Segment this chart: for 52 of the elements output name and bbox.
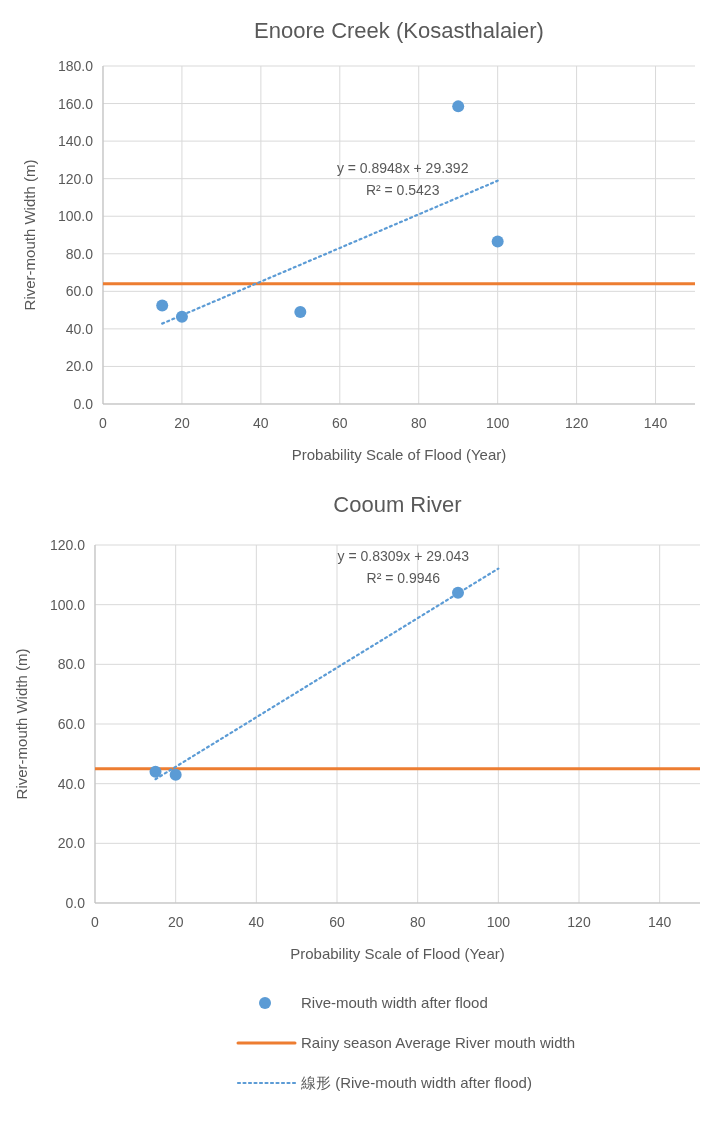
point — [452, 100, 465, 113]
y-tick-label: 60.0 — [57, 716, 86, 732]
y-tick-label: 140.0 — [57, 133, 94, 150]
x-tick-label: 20 — [167, 914, 184, 930]
y-tick-label: 20.0 — [57, 835, 86, 852]
legend-label: 線形 (Rive-mouth width after flood) — [300, 1074, 532, 1091]
point — [169, 768, 182, 781]
y-tick-label: 0.0 — [73, 396, 94, 412]
point — [149, 765, 162, 778]
x-tick-label: 140 — [643, 415, 668, 431]
y-tick-label: 60.0 — [65, 283, 94, 300]
x-tick-label: 100 — [485, 415, 510, 431]
point — [156, 299, 169, 312]
x-tick-label: 0 — [99, 415, 108, 431]
x-tick-label: 0 — [91, 914, 100, 930]
x-tick-label: 60 — [332, 415, 348, 431]
annotation: R² = 0.5423 — [365, 181, 440, 198]
y-tick-label: 80.0 — [57, 656, 86, 673]
y-tick-label: 160.0 — [57, 95, 94, 112]
annotation: y = 0.8948x + 29.392 — [336, 159, 469, 176]
y-tick-label: 0.0 — [65, 895, 86, 911]
annotation: y = 0.8309x + 29.043 — [337, 547, 470, 564]
x-tick-label: 140 — [647, 914, 672, 930]
x-tick-label: 40 — [248, 914, 265, 930]
x-tick-label: 120 — [567, 914, 591, 930]
x-tick-label: 80 — [410, 415, 427, 431]
legend-label: Rainy season Average River mouth width — [301, 1034, 576, 1051]
y-tick-label: 100.0 — [57, 208, 94, 225]
y-tick-label: 120.0 — [49, 537, 86, 553]
y-tick-label: 80.0 — [65, 245, 94, 262]
point — [491, 235, 504, 248]
x-tick-label: 80 — [409, 914, 426, 930]
x-axis-title: Probability Scale of Flood (Year) — [291, 446, 507, 463]
chart-title: Enoore Creek (Kosasthalaier) — [254, 18, 544, 43]
x-tick-label: 40 — [253, 415, 269, 431]
y-tick-label: 40.0 — [57, 775, 86, 792]
y-tick-label: 180.0 — [57, 58, 94, 74]
x-tick-label: 20 — [174, 415, 190, 431]
y-axis-title: River-mouth Width (m) — [21, 159, 38, 311]
point — [294, 305, 307, 318]
y-tick-label: 100.0 — [49, 596, 86, 613]
legend-label: Rive-mouth width after flood — [301, 994, 488, 1011]
x-tick-label: 60 — [329, 914, 345, 930]
y-tick-label: 20.0 — [65, 358, 94, 375]
annotation: R² = 0.9946 — [366, 569, 441, 586]
x-axis-title: Probability Scale of Flood (Year) — [290, 945, 505, 962]
y-tick-label: 120.0 — [57, 170, 94, 187]
y-axis-title: River-mouth Width (m) — [13, 648, 30, 800]
x-tick-label: 100 — [486, 914, 511, 930]
chart-title: Cooum River — [333, 492, 462, 517]
x-tick-label: 120 — [564, 415, 589, 431]
y-tick-label: 40.0 — [65, 320, 94, 337]
